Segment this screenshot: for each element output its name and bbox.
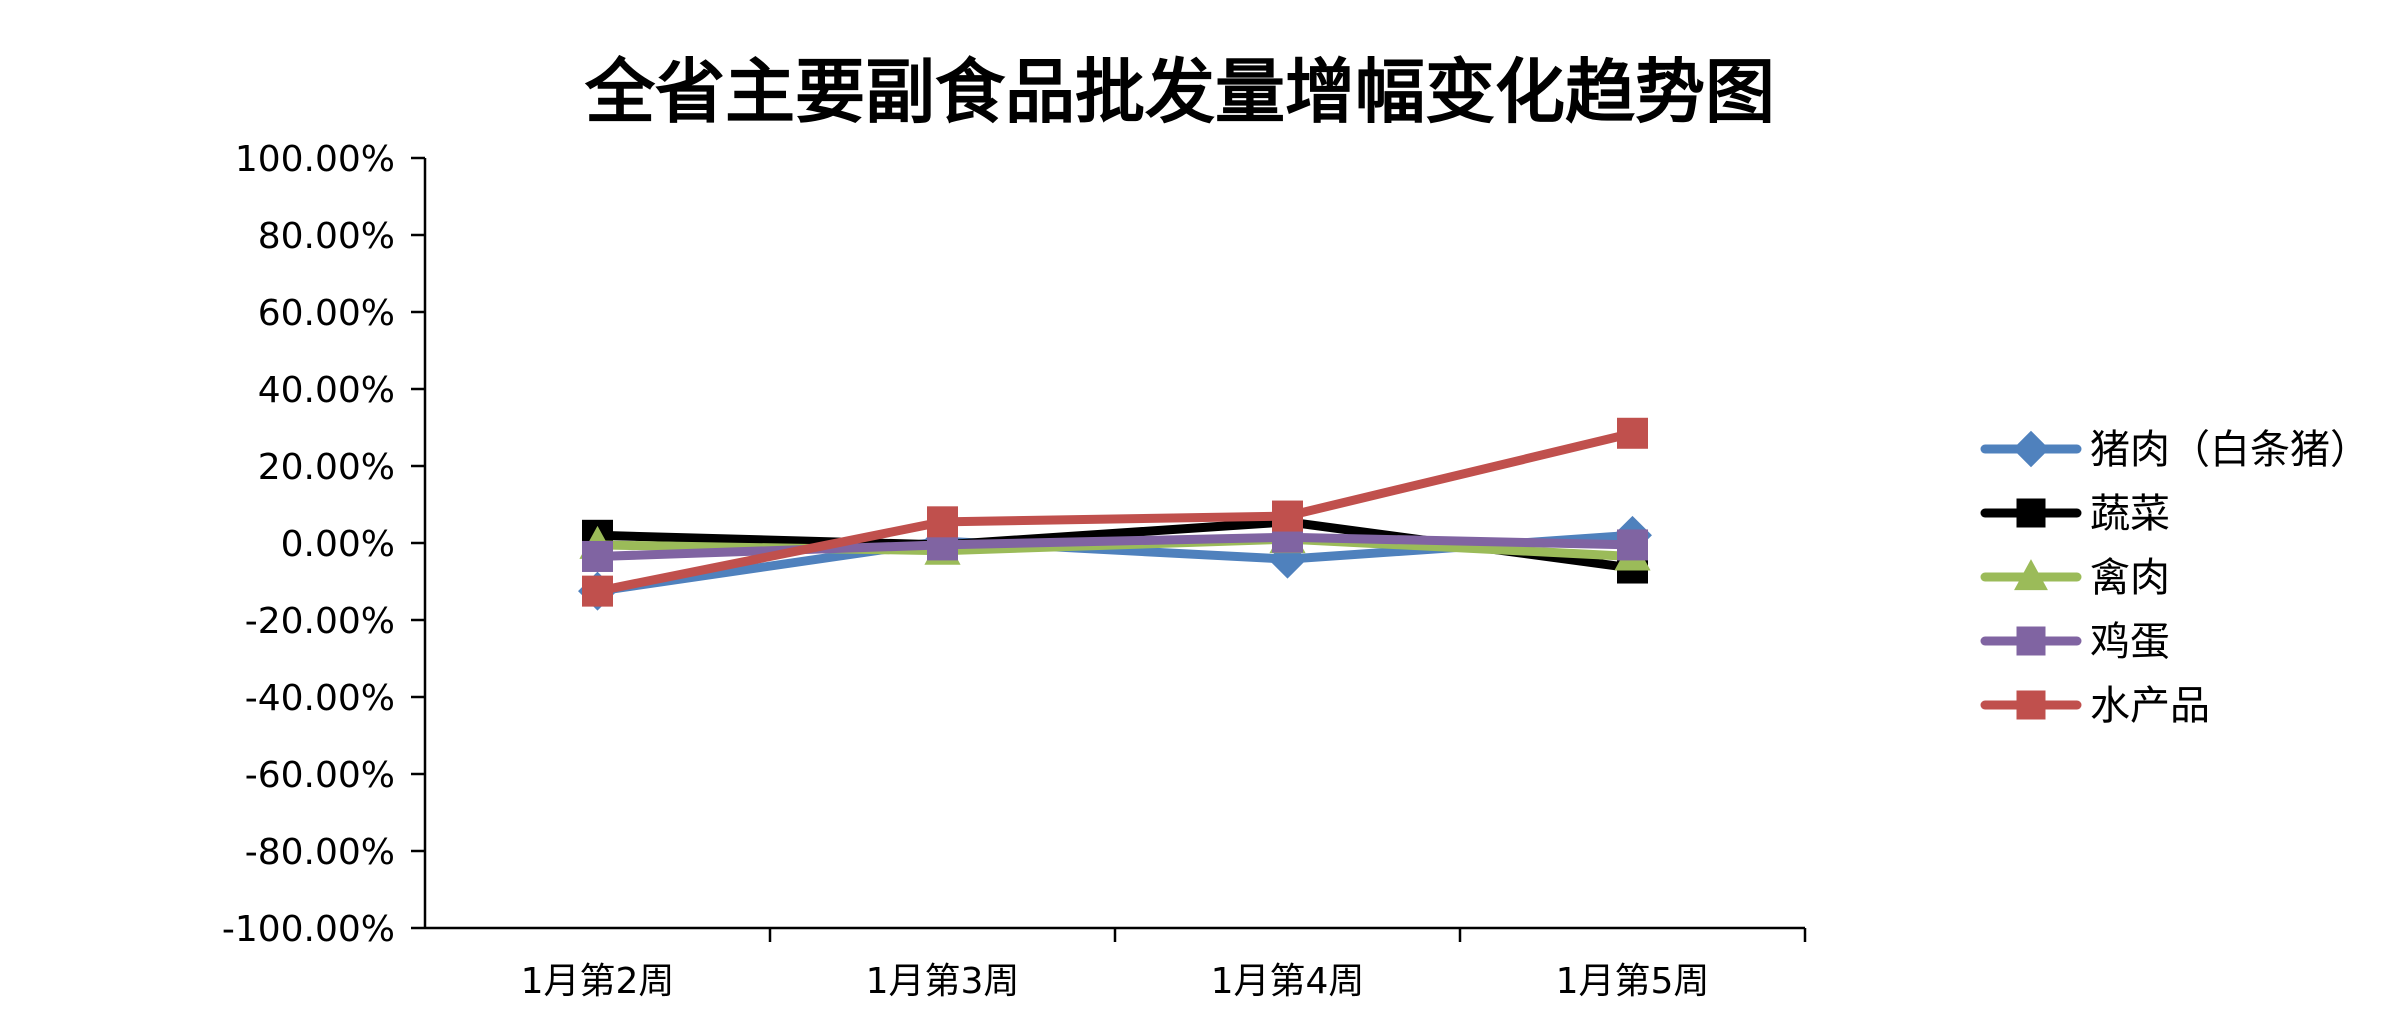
legend-marker (2014, 559, 2048, 591)
y-tick-label: 20.00% (258, 447, 395, 488)
y-tick-label: 0.00% (281, 524, 395, 565)
legend-marker (2016, 498, 2046, 528)
y-tick-label: -20.00% (245, 601, 395, 642)
legend-item: 鸡蛋 (1980, 619, 2170, 665)
series-line (593, 428, 1637, 596)
chart-title: 全省主要副食品批发量增幅变化趋势图 (584, 50, 1775, 133)
data-point-marker (1617, 417, 1648, 449)
x-axis-ticks: 1月第2周 1月第3周 1月第4周 1月第5周 (521, 928, 1807, 1002)
y-tick-label: -100.00% (222, 909, 395, 950)
x-tick-label: 1月第4周 (1211, 961, 1365, 1002)
legend-label: 鸡蛋 (2090, 619, 2170, 665)
data-point-marker (927, 506, 958, 538)
x-tick-label: 1月第5周 (1556, 961, 1710, 1002)
x-tick-label: 1月第2周 (521, 961, 675, 1002)
legend-label: 蔬菜 (2090, 491, 2170, 537)
legend-marker (2012, 430, 2050, 468)
legend-item: 禽肉 (1980, 555, 2170, 601)
y-tick-label: 100.00% (235, 139, 395, 180)
data-point-marker (582, 540, 613, 572)
data-point-marker (1617, 529, 1648, 561)
data-point-marker (1272, 500, 1303, 532)
series-layer (578, 417, 1652, 611)
y-axis-ticks: 100.00% 80.00% 60.00% 40.00% 20.00% 0.00% -20.… (222, 139, 425, 950)
legend-marker (2016, 690, 2046, 720)
legend-item: 蔬菜 (1980, 491, 2170, 537)
legend-label: 水产品 (2090, 683, 2210, 729)
legend-label: 猪肉（白条猪） (2090, 427, 2370, 473)
y-tick-label: -60.00% (245, 755, 395, 796)
y-tick-label: 60.00% (258, 293, 395, 334)
data-point-marker (582, 575, 613, 607)
y-tick-label: -40.00% (245, 678, 395, 719)
series-line (593, 532, 1637, 561)
series-3 (582, 521, 1648, 572)
legend-item: 猪肉（白条猪） (1980, 427, 2370, 473)
y-tick-label: 40.00% (258, 370, 395, 411)
y-tick-label: 80.00% (258, 216, 395, 257)
legend-marker (2016, 626, 2046, 656)
legend-label: 禽肉 (2090, 555, 2170, 601)
series-4 (582, 417, 1648, 607)
legend-item: 水产品 (1980, 683, 2210, 729)
x-tick-label: 1月第3周 (866, 961, 1020, 1002)
y-tick-label: -80.00% (245, 832, 395, 873)
